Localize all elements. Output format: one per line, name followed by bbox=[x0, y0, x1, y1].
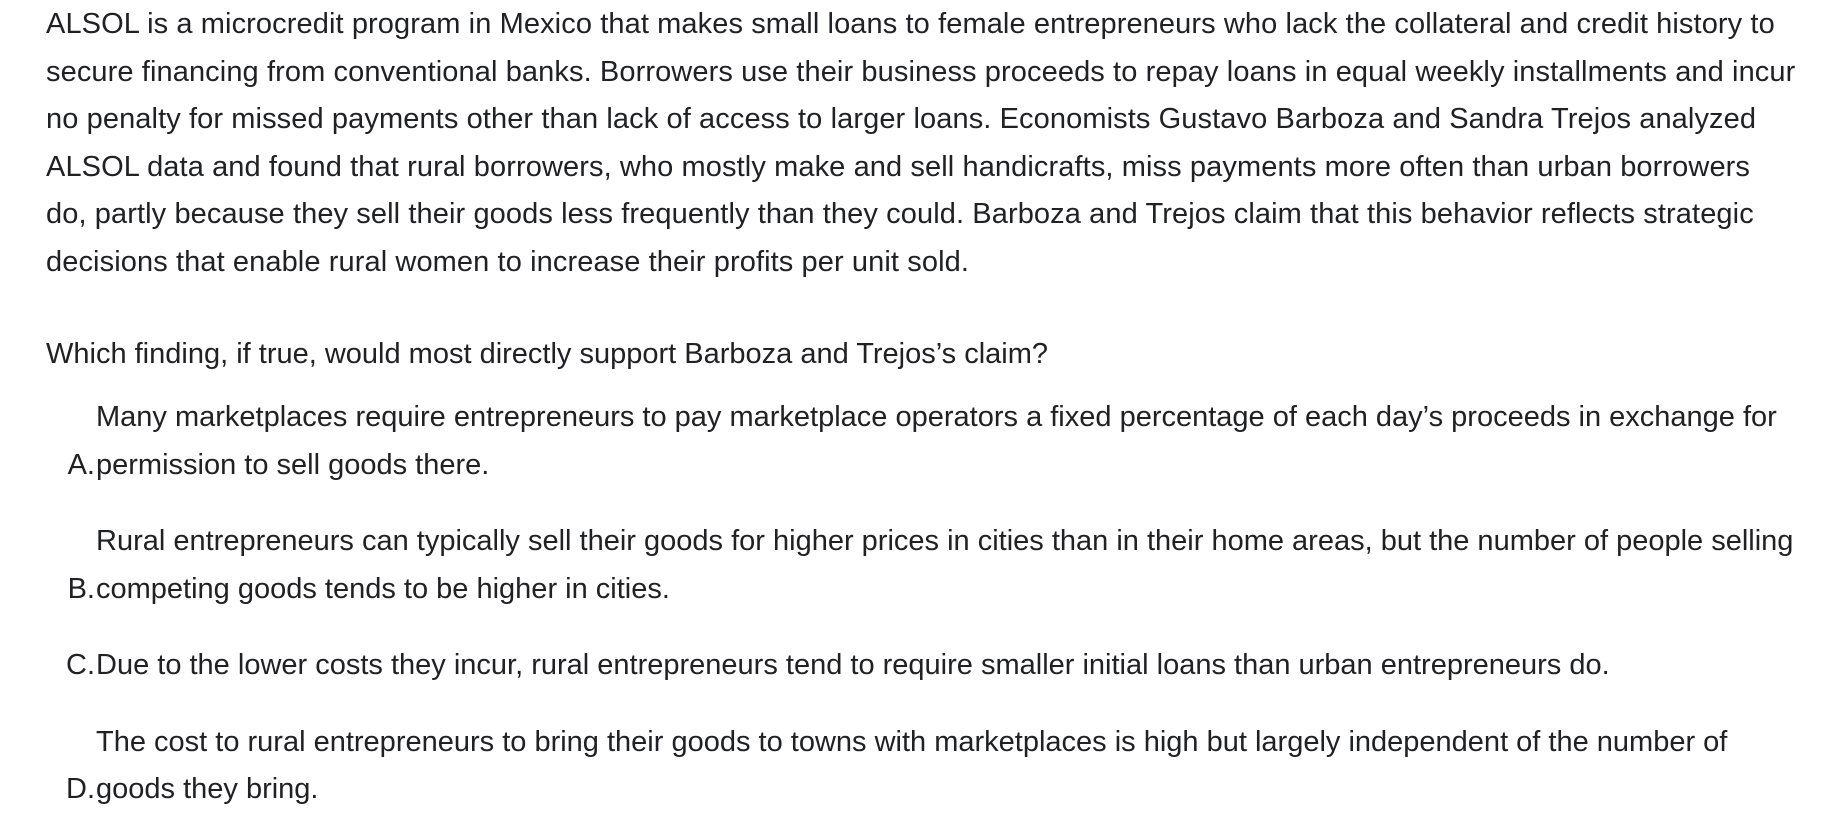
choice-letter: A. bbox=[67, 448, 95, 481]
answer-choice-b[interactable]: B. Rural entrepreneurs can typically sel… bbox=[46, 518, 1796, 613]
choice-letter: D. bbox=[66, 773, 95, 805]
question-stem: Which finding, if true, would most direc… bbox=[46, 338, 1049, 370]
choice-letter: B. bbox=[67, 572, 95, 605]
passage-text: ALSOL is a microcredit program in Mexico… bbox=[46, 8, 1796, 278]
choice-text: Rural entrepreneurs can typically sell t… bbox=[96, 525, 1794, 605]
choice-text: The cost to rural entrepreneurs to bring… bbox=[96, 725, 1728, 806]
choice-letter: C. bbox=[66, 649, 95, 681]
answer-choice-c[interactable]: C. Due to the lower costs they incur, ru… bbox=[46, 642, 1796, 690]
choice-text: Many marketplaces require entrepreneurs … bbox=[96, 401, 1777, 481]
answer-choice-a[interactable]: A. Many marketplaces require entrepreneu… bbox=[46, 394, 1796, 489]
answer-choice-d[interactable]: D. The cost to rural entrepreneurs to br… bbox=[46, 719, 1796, 814]
choice-text: Due to the lower costs they incur, rural… bbox=[96, 649, 1610, 681]
answer-choices-list: A. Many marketplaces require entrepreneu… bbox=[46, 394, 1796, 814]
